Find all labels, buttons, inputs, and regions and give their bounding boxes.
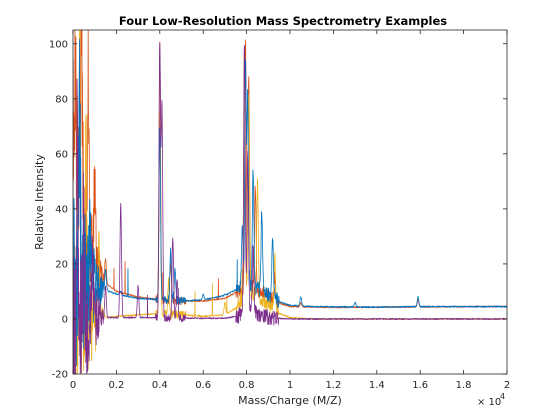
x-tick-label: 0.6 xyxy=(195,380,211,391)
y-tick-label: 0 xyxy=(62,314,68,325)
x-exponent-base: × 10 xyxy=(477,397,501,408)
x-tick-label: 0.2 xyxy=(108,380,124,391)
y-tick-label: 80 xyxy=(55,94,68,105)
x-tick-label: 1.2 xyxy=(325,380,341,391)
x-tick-label: 1.6 xyxy=(412,380,428,391)
series-line-4 xyxy=(73,42,507,374)
y-axis: -20 0 20 40 60 80 100 xyxy=(49,39,507,381)
x-tick-label: 1.8 xyxy=(456,380,472,391)
series-line-1 xyxy=(73,38,507,368)
x-tick-label: 0 xyxy=(70,380,76,391)
x-axis-label: Mass/Charge (M/Z) xyxy=(238,394,342,407)
x-tick-label: 1 xyxy=(287,380,293,391)
x-tick-label: 1.4 xyxy=(369,380,385,391)
y-tick-label: -20 xyxy=(52,370,68,381)
series-layer xyxy=(73,30,507,374)
x-exponent-power: 4 xyxy=(500,392,505,401)
y-tick-label: 20 xyxy=(55,259,68,270)
y-tick-label: 100 xyxy=(49,39,68,50)
x-axis: 0 0.2 0.4 0.6 0.8 1 1.2 1.4 1.6 1.8 2 xyxy=(70,30,510,391)
y-tick-label: 60 xyxy=(55,149,68,160)
x-tick-label: 0.8 xyxy=(239,380,255,391)
x-axis-exponent: × 10 4 xyxy=(477,392,505,408)
y-tick-label: 40 xyxy=(55,204,68,215)
x-tick-label: 0.4 xyxy=(152,380,168,391)
x-tick-label: 2 xyxy=(504,380,510,391)
y-axis-label: Relative Intensity xyxy=(33,154,46,250)
chart-title: Four Low-Resolution Mass Spectrometry Ex… xyxy=(119,14,447,28)
